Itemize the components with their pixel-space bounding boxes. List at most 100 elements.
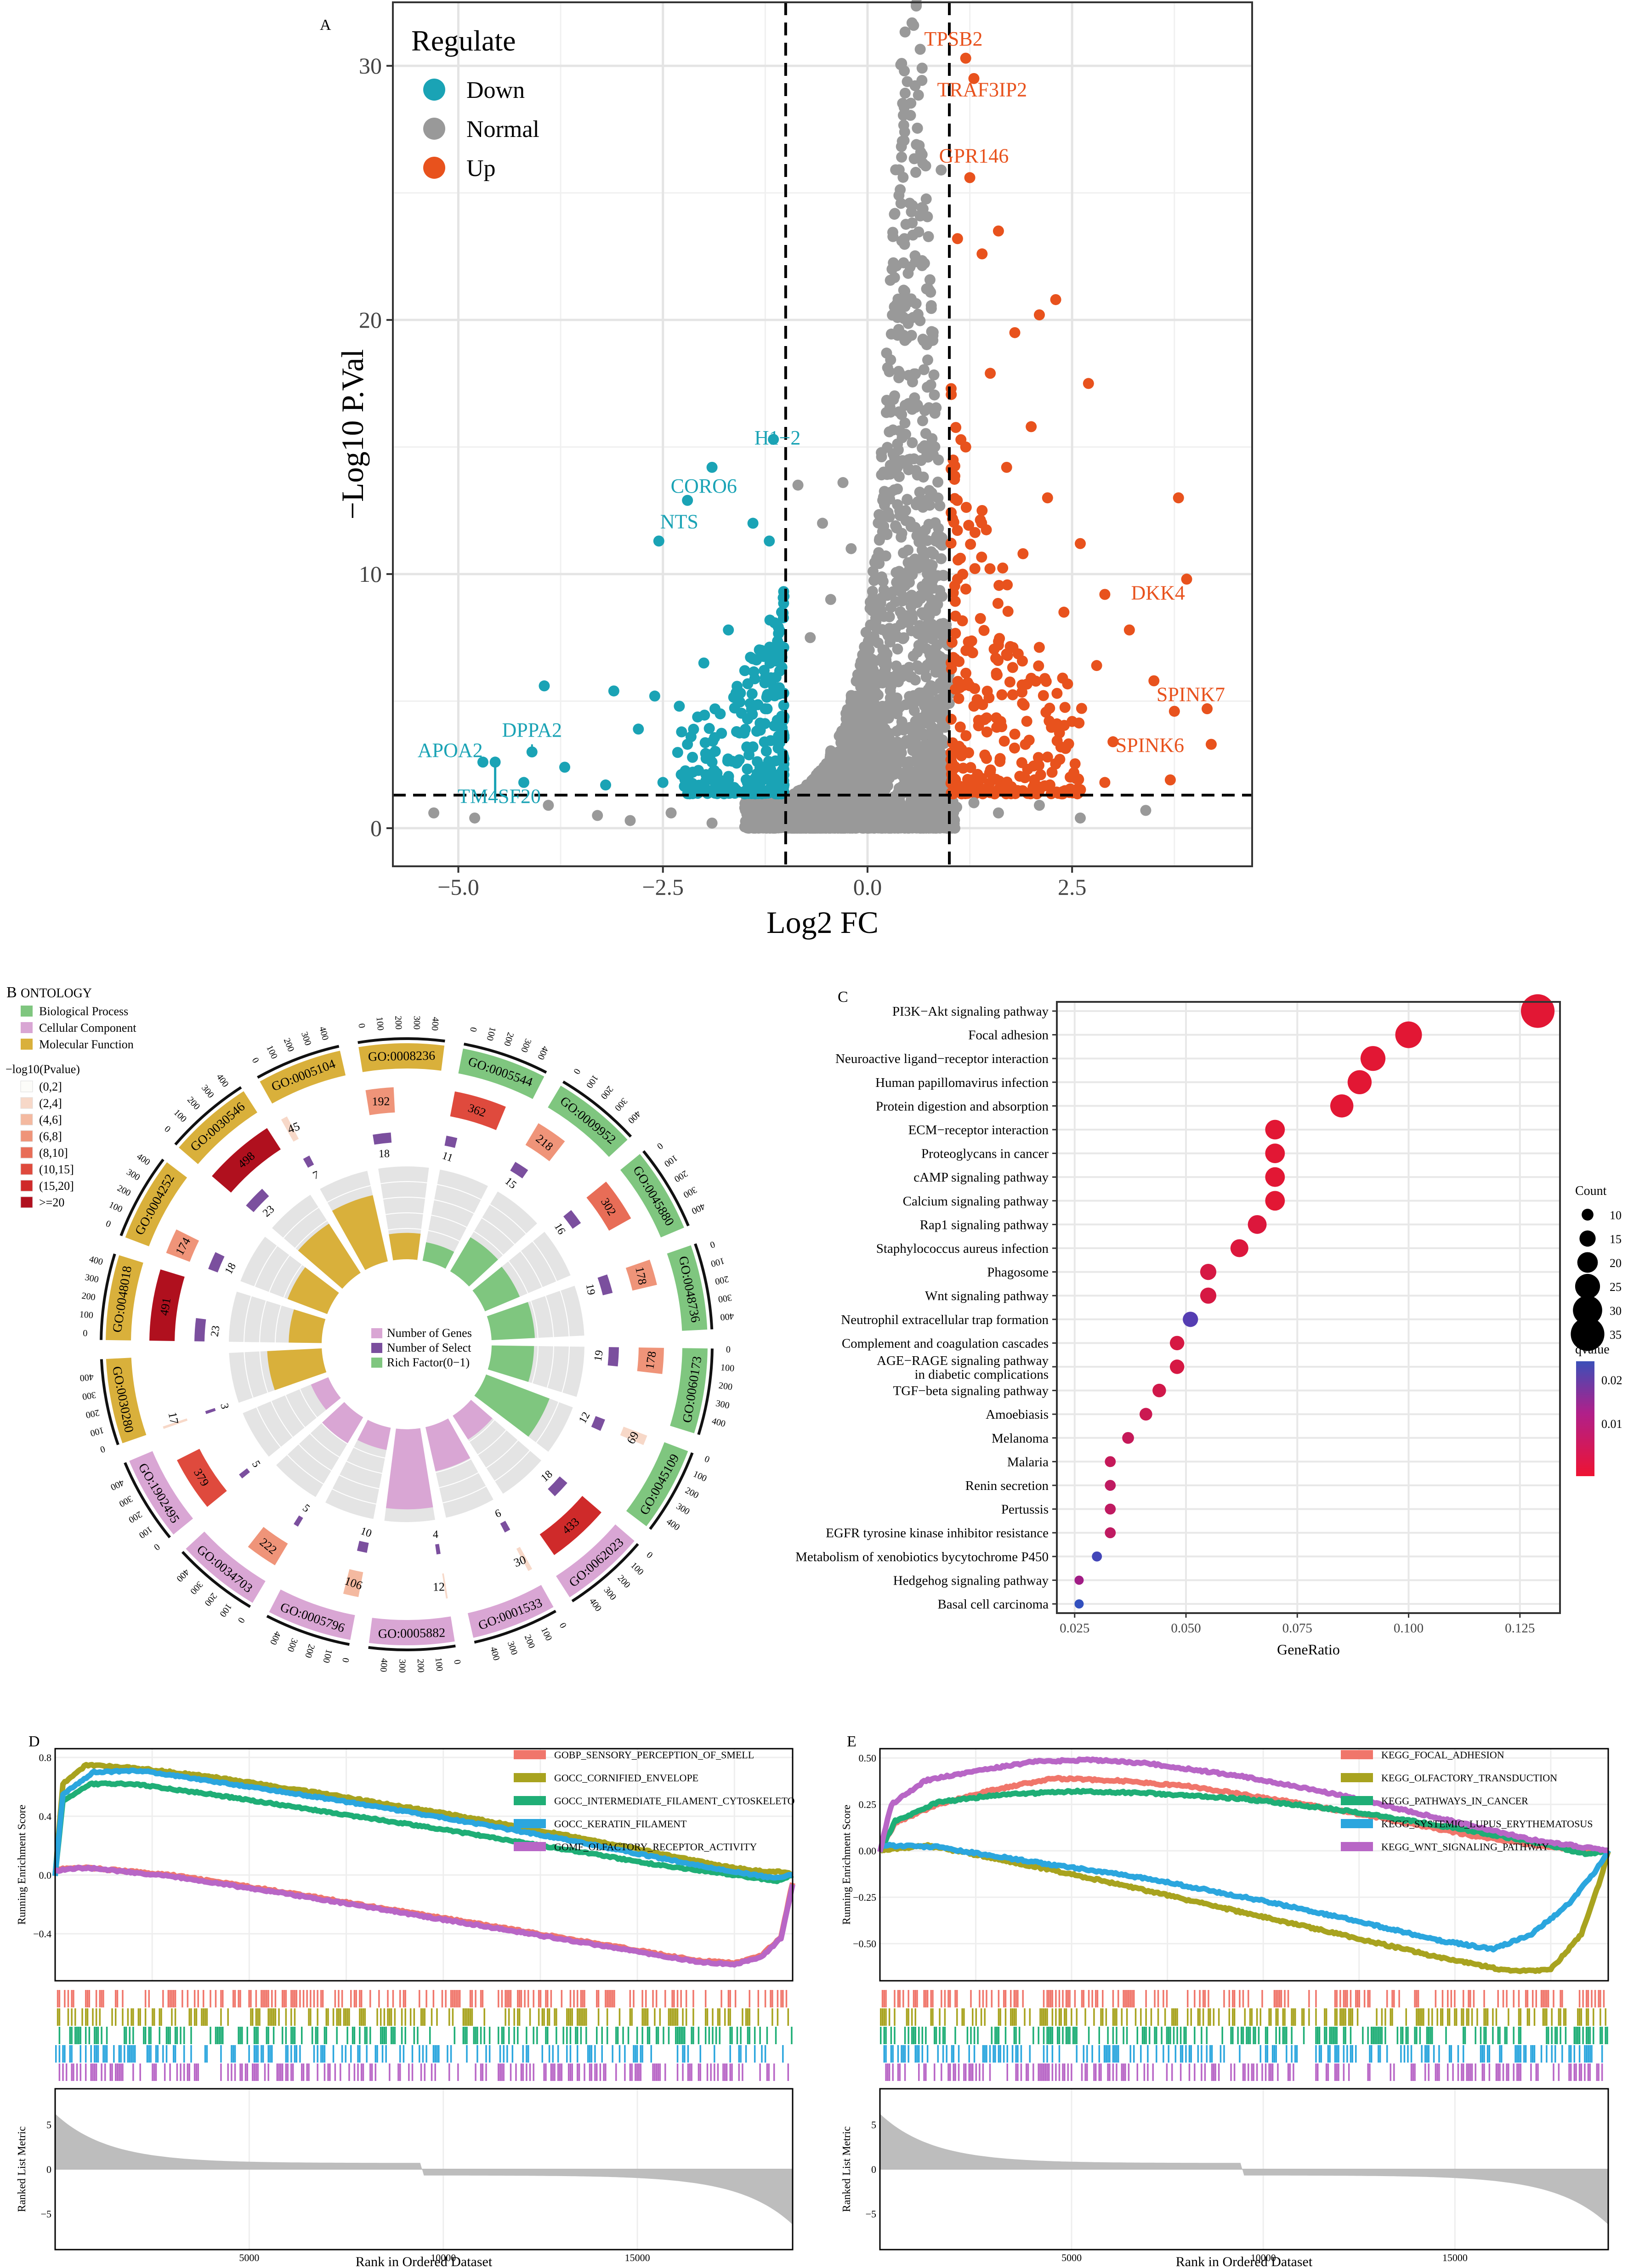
go-rich-factor-bar xyxy=(488,1345,534,1382)
gsea-hit-tick xyxy=(116,2063,119,2081)
gsea-hit-tick xyxy=(267,2045,269,2063)
gsea-hit-tick xyxy=(417,2027,419,2044)
gsea-hit-tick xyxy=(174,2008,176,2026)
go-rich-factor-bar xyxy=(425,1418,471,1472)
pathway-dot xyxy=(1183,1312,1198,1327)
gsea-hit-tick xyxy=(1513,1990,1515,2007)
gsea-hit-tick xyxy=(276,2063,278,2081)
go-rich-ring-bg xyxy=(442,1486,494,1518)
gsea-hit-tick xyxy=(925,2027,927,2044)
gsea-hit-tick xyxy=(413,2027,415,2044)
gsea-hit-tick xyxy=(432,1990,435,2007)
go-scale-label: 100 xyxy=(79,1309,94,1320)
dotplot-count-legend-dot xyxy=(1579,1230,1596,1247)
gsea-hit-tick xyxy=(95,2045,97,2063)
gsea-hit-tick xyxy=(925,1990,927,2007)
volcano-point-down xyxy=(703,723,715,734)
gsea-hit-tick xyxy=(676,2008,679,2026)
volcano-point-down xyxy=(539,680,550,692)
volcano-point-bg xyxy=(888,755,900,766)
gsea-hit-tick xyxy=(1074,1990,1076,2007)
volcano-point-bg xyxy=(925,776,936,787)
gsea-hit-tick xyxy=(99,2008,101,2026)
gsea-hit-tick xyxy=(122,2063,124,2081)
gsea-hit-tick xyxy=(420,2063,422,2081)
volcano-point-up xyxy=(1004,676,1015,688)
volcano-point-bg xyxy=(893,372,905,383)
gsea-hit-tick xyxy=(729,2045,731,2063)
volcano-grid xyxy=(393,2,1252,866)
volcano-point-bg xyxy=(843,817,855,828)
volcano-point-bg xyxy=(795,799,807,810)
gsea-hit-tick xyxy=(266,1990,268,2007)
volcano-y-tick-label: 0 xyxy=(370,815,382,841)
go-gene-count-bar xyxy=(539,1495,601,1555)
volcano-point-bg xyxy=(926,578,937,589)
volcano-point-down xyxy=(706,756,718,768)
gsea-hit-tick xyxy=(578,2063,580,2081)
gsea-hit-tick xyxy=(462,2008,465,2026)
gsea-hit-tick xyxy=(731,2027,733,2044)
volcano-point-bg xyxy=(785,821,796,832)
gsea-hit-tick xyxy=(1010,2008,1012,2026)
gsea-hit-tick xyxy=(932,1990,934,2007)
volcano-point-bg xyxy=(928,548,939,560)
gsea-hit-tick xyxy=(272,2027,275,2044)
go-gene-count-bar xyxy=(442,1573,448,1599)
gsea-hit-tick xyxy=(120,2045,122,2063)
gsea-hit-tick xyxy=(657,2027,659,2044)
gene-label: DKK4 xyxy=(1131,581,1185,604)
gsea-hit-tick xyxy=(567,2008,570,2026)
volcano-point-bg xyxy=(897,821,909,832)
pathway-dot xyxy=(1265,1191,1285,1211)
gsea-hit-tick xyxy=(466,2008,468,2026)
gsea-hit-tick xyxy=(1129,1990,1131,2007)
gsea-hit-tick xyxy=(462,2027,465,2044)
volcano-point-bg xyxy=(874,534,885,546)
gsea-legend-label: GOBP_SENSORY_PERCEPTION_OF_SMELL xyxy=(554,1749,754,1761)
volcano-point-bg xyxy=(886,697,897,709)
volcano-point-bg xyxy=(912,660,923,672)
gsea-hit-tick xyxy=(615,2063,617,2081)
gsea-hit-tick xyxy=(130,2008,132,2026)
gsea-hit-tick xyxy=(127,2045,129,2063)
go-scale-label: 0 xyxy=(83,1328,88,1338)
gsea-hit-tick xyxy=(939,2008,941,2026)
gsea-hit-tick xyxy=(1126,2008,1128,2026)
volcano-point-bg xyxy=(912,122,923,134)
gsea-hit-tick xyxy=(787,2063,789,2081)
gene-label: TPSB2 xyxy=(924,28,982,50)
gsea-hit-tick xyxy=(669,2008,671,2026)
gsea-hit-tick xyxy=(715,2027,717,2044)
gsea-hit-tick xyxy=(203,2008,204,2026)
gsea-hit-tick xyxy=(704,2008,707,2026)
gsea-hit-tick xyxy=(1015,2027,1017,2044)
pathway-dot xyxy=(1265,1120,1285,1140)
gsea-hit-tick xyxy=(1004,2008,1007,2026)
volcano-point-up xyxy=(1148,675,1160,687)
gsea-hit-tick xyxy=(1381,2008,1383,2026)
gsea-hit-tick xyxy=(526,2045,528,2063)
gsea-hit-tick xyxy=(605,2063,607,2081)
gsea-hit-tick xyxy=(278,2008,280,2026)
volcano-point-bg xyxy=(893,566,905,577)
gsea-hit-tick xyxy=(310,1990,312,2007)
pathway-label: Rap1 signaling pathway xyxy=(920,1217,1049,1232)
gsea-hit-tick xyxy=(622,2027,624,2044)
gsea-hit-tick xyxy=(81,2008,83,2026)
volcano-point-up xyxy=(1181,574,1192,585)
gsea-hit-tick xyxy=(1123,2027,1124,2044)
gsea-hit-tick xyxy=(1208,1990,1209,2007)
volcano-point-bg xyxy=(916,258,927,270)
gsea-hit-tick xyxy=(283,1990,285,2007)
gsea-hit-tick xyxy=(164,2063,166,2081)
gsea-y-tick-label: 0.25 xyxy=(859,1799,877,1810)
pathway-label: Pertussis xyxy=(1001,1502,1049,1517)
volcano-point-down xyxy=(600,779,612,791)
gsea-hit-tick xyxy=(704,2027,707,2044)
gsea-hit-tick xyxy=(1441,1990,1444,2007)
gsea-hit-tick xyxy=(1088,2027,1090,2044)
go-rich-ring-bg xyxy=(260,1301,281,1342)
pathway-dot xyxy=(1200,1264,1217,1280)
gsea-hit-tick xyxy=(1228,1990,1231,2007)
